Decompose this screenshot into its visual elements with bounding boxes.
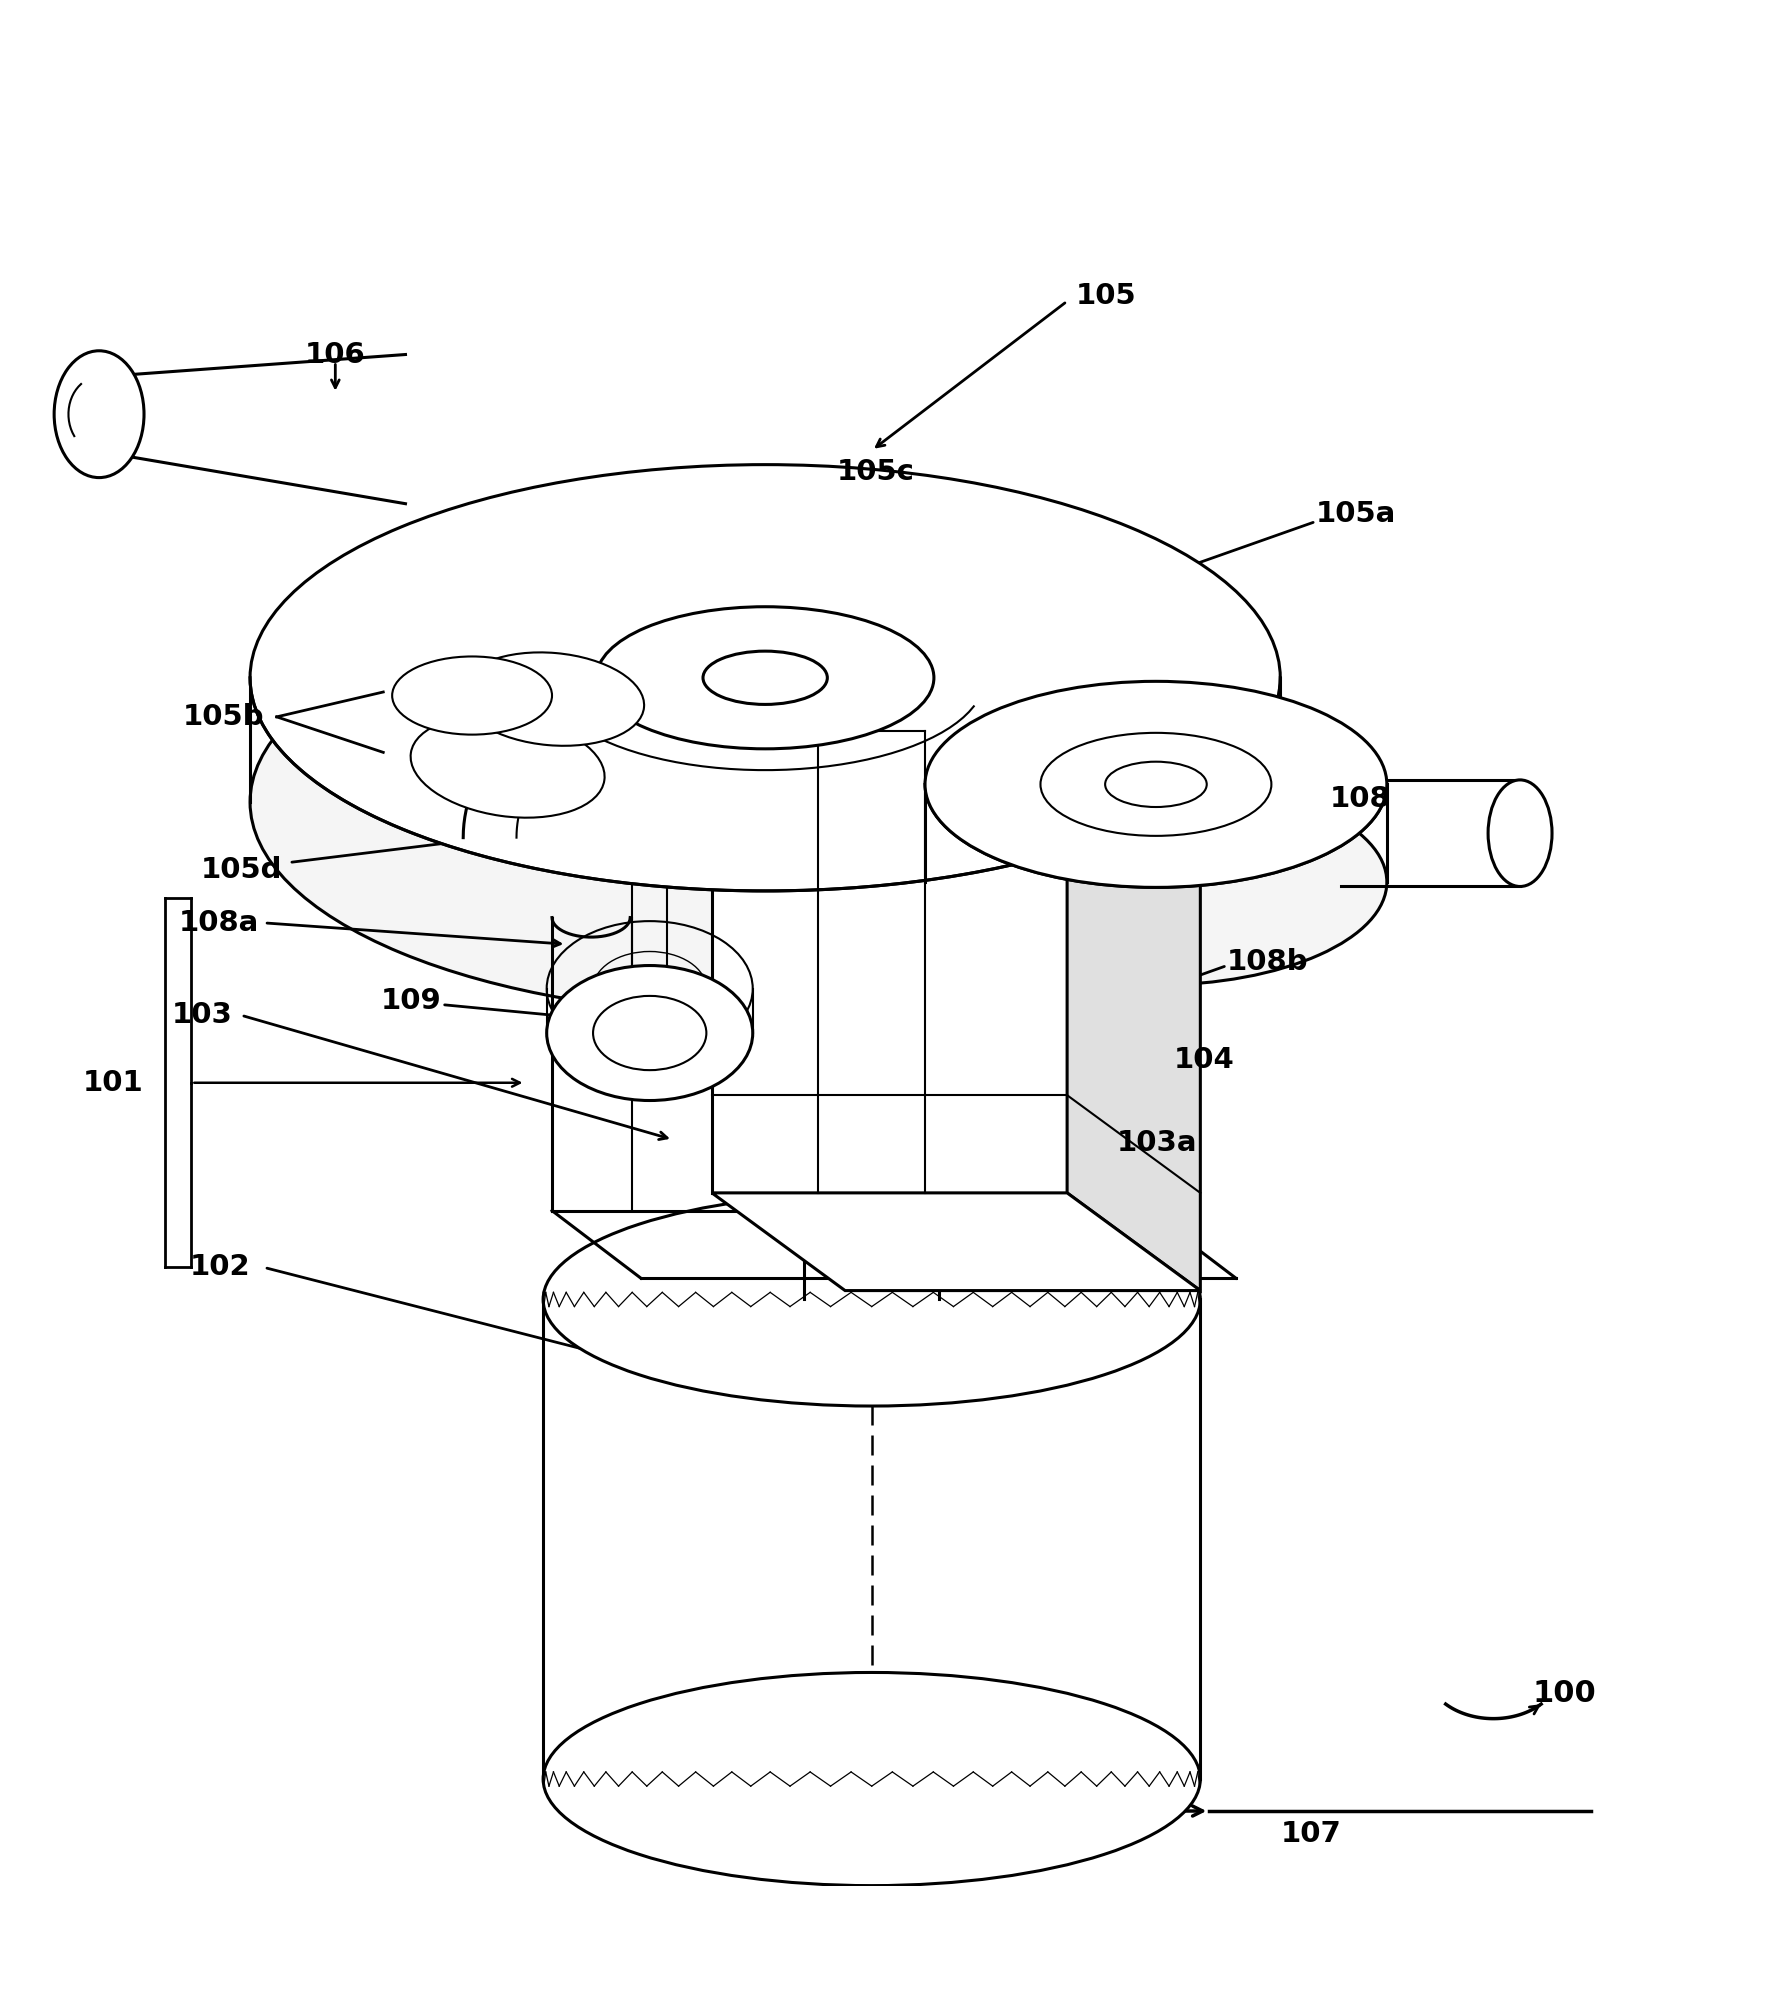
Ellipse shape	[251, 589, 1281, 1015]
Text: 107: 107	[1281, 1819, 1341, 1847]
Ellipse shape	[703, 650, 827, 704]
Text: 109: 109	[381, 988, 441, 1015]
Text: 100: 100	[1532, 1680, 1596, 1708]
Ellipse shape	[251, 465, 1281, 892]
Ellipse shape	[925, 682, 1388, 888]
Text: 108: 108	[1331, 784, 1391, 812]
Ellipse shape	[1041, 732, 1272, 836]
Text: 108b: 108b	[1228, 948, 1309, 976]
Polygon shape	[712, 1193, 1201, 1291]
Text: 108a: 108a	[178, 910, 260, 938]
Text: 101: 101	[84, 1069, 144, 1097]
Polygon shape	[1067, 589, 1201, 1291]
Ellipse shape	[596, 730, 934, 874]
Ellipse shape	[1487, 780, 1551, 886]
Ellipse shape	[596, 606, 934, 748]
Text: 104: 104	[1174, 1045, 1235, 1073]
Text: 105c: 105c	[836, 457, 914, 485]
Ellipse shape	[925, 778, 1388, 986]
Text: 106: 106	[304, 341, 366, 369]
Ellipse shape	[543, 1193, 1201, 1406]
Ellipse shape	[391, 656, 551, 734]
Text: 105b: 105b	[183, 702, 265, 730]
Ellipse shape	[1105, 762, 1206, 808]
Text: 105d: 105d	[201, 856, 283, 884]
Ellipse shape	[411, 716, 605, 818]
Ellipse shape	[461, 652, 644, 746]
Text: 103: 103	[171, 1001, 233, 1029]
Text: 105a: 105a	[1316, 501, 1397, 529]
Ellipse shape	[592, 996, 706, 1069]
Ellipse shape	[53, 351, 144, 477]
Text: 105: 105	[1076, 281, 1137, 309]
Text: 103a: 103a	[1117, 1129, 1197, 1157]
Polygon shape	[712, 589, 1067, 1193]
Ellipse shape	[546, 966, 753, 1101]
Ellipse shape	[543, 1672, 1201, 1885]
Text: 102: 102	[189, 1253, 251, 1281]
